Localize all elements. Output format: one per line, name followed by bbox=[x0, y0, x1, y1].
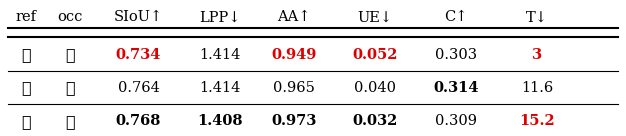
Text: 11.6: 11.6 bbox=[521, 81, 553, 95]
Text: 0.768: 0.768 bbox=[116, 114, 161, 128]
Text: 0.965: 0.965 bbox=[274, 81, 316, 95]
Text: ref: ref bbox=[16, 10, 37, 24]
Text: ✓: ✓ bbox=[21, 113, 31, 130]
Text: 0.973: 0.973 bbox=[272, 114, 317, 128]
Text: T↓: T↓ bbox=[526, 10, 548, 24]
Text: AA↑: AA↑ bbox=[277, 10, 311, 24]
Text: 0.314: 0.314 bbox=[434, 81, 479, 95]
Text: C↑: C↑ bbox=[444, 10, 468, 24]
Text: UE↓: UE↓ bbox=[358, 10, 393, 24]
Text: SIoU↑: SIoU↑ bbox=[114, 10, 163, 24]
Text: 1.414: 1.414 bbox=[199, 48, 240, 62]
Text: 0.734: 0.734 bbox=[116, 48, 161, 62]
Text: 1.414: 1.414 bbox=[199, 81, 240, 95]
Text: 0.303: 0.303 bbox=[435, 48, 478, 62]
Text: 1.408: 1.408 bbox=[197, 114, 242, 128]
Text: LPP↓: LPP↓ bbox=[199, 10, 240, 24]
Text: ✗: ✗ bbox=[65, 46, 74, 63]
Text: ✗: ✗ bbox=[21, 46, 31, 63]
Text: 0.052: 0.052 bbox=[352, 48, 398, 62]
Text: 3: 3 bbox=[532, 48, 542, 62]
Text: ✓: ✓ bbox=[65, 113, 74, 130]
Text: ✓: ✓ bbox=[21, 79, 31, 96]
Text: ✗: ✗ bbox=[65, 79, 74, 96]
Text: occ: occ bbox=[57, 10, 83, 24]
Text: 0.032: 0.032 bbox=[352, 114, 398, 128]
Text: 0.040: 0.040 bbox=[354, 81, 396, 95]
Text: 0.949: 0.949 bbox=[272, 48, 317, 62]
Text: 15.2: 15.2 bbox=[520, 114, 555, 128]
Text: 0.764: 0.764 bbox=[118, 81, 160, 95]
Text: 0.309: 0.309 bbox=[435, 114, 478, 128]
